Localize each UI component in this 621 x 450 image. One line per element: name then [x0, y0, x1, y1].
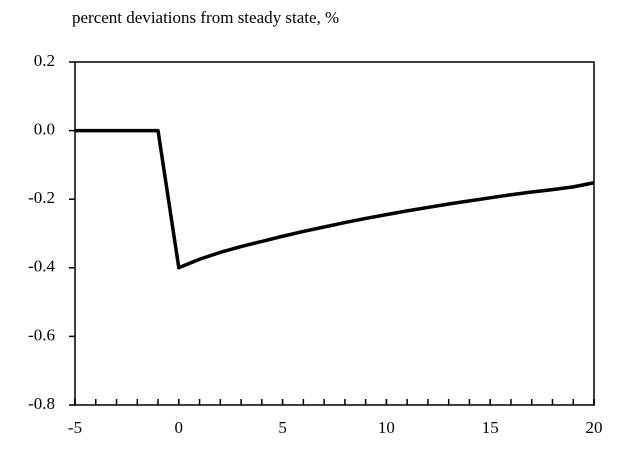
x-tick-label: 5	[278, 418, 287, 437]
y-tick-label: 0.2	[34, 51, 55, 70]
x-tick-label: 10	[378, 418, 395, 437]
y-tick-label: -0.8	[28, 394, 55, 413]
x-tick-label: 20	[586, 418, 603, 437]
plot-frame	[74, 61, 595, 406]
data-line	[75, 128, 595, 270]
y-tick-label: 0.0	[34, 120, 55, 139]
y-tick-label: -0.2	[28, 188, 55, 207]
x-tick-label: 0	[175, 418, 184, 437]
x-tick-label: 15	[482, 418, 499, 437]
y-tick-label: -0.6	[28, 325, 55, 344]
y-tick-label: -0.4	[28, 257, 55, 276]
x-tick-label: -5	[68, 418, 82, 437]
chart-title: percent deviations from steady state, %	[72, 8, 339, 27]
